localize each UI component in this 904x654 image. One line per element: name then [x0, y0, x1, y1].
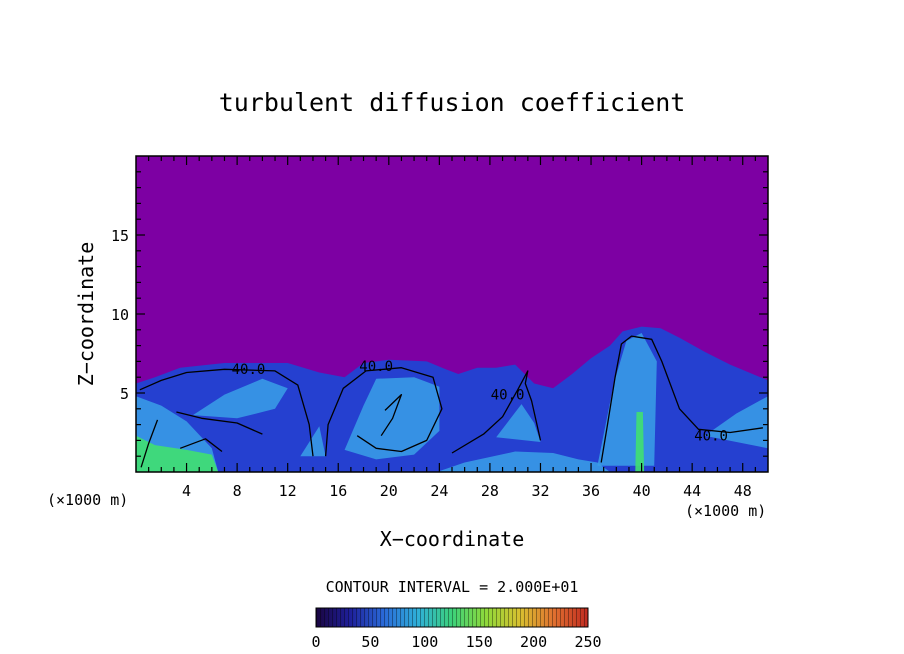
colorbar-frame: [315, 607, 589, 628]
x-tick-label: 20: [380, 482, 398, 500]
contour-line: [139, 368, 314, 457]
x-tick-label: 16: [329, 482, 347, 500]
x-tick-label: 4: [182, 482, 191, 500]
colorbar-stripes: [316, 608, 588, 627]
field-high-region: [136, 435, 219, 472]
x-unit-right: (×1000 m): [685, 502, 766, 520]
x-tick-label: 40: [633, 482, 651, 500]
y-tick-label: 15: [111, 227, 129, 245]
contour-line: [451, 370, 542, 454]
colorbar-tick-label: 100: [411, 633, 438, 651]
contour-label: 40.0: [694, 428, 728, 444]
contour-labels: 40.0 40.0 40.0 40.0: [232, 359, 728, 445]
contour-label: 40.0: [491, 387, 525, 403]
x-tick-label: 12: [279, 482, 297, 500]
field-high-region: [635, 412, 645, 472]
contour-line: [176, 411, 263, 435]
field-mid-region: [496, 404, 541, 442]
y-tick-label: 5: [120, 385, 129, 403]
colorbar-tick-label: 150: [466, 633, 493, 651]
contour-interval-label: CONTOUR INTERVAL = 2.000E+01: [326, 578, 579, 596]
colorbar-tick-label: 50: [361, 633, 379, 651]
x-tick-label: 28: [481, 482, 499, 500]
x-tick-label: 24: [430, 482, 448, 500]
x-axis: 4 8 12 16 20 24 28 32 36 40 44 48: [148, 156, 756, 500]
contour-label: 40.0: [232, 362, 266, 378]
y-axis: 5 10 15: [111, 171, 768, 457]
y-axis-label: Z−coordinate: [74, 242, 98, 387]
field-mid-region: [704, 396, 768, 449]
contour-line: [179, 438, 223, 453]
x-tick-label: 44: [683, 482, 701, 500]
x-axis-label: X−coordinate: [380, 527, 525, 551]
x-tick-label: 8: [233, 482, 242, 500]
colorbar-tick-label: 250: [574, 633, 601, 651]
contour-line: [140, 419, 159, 468]
diffusion-field: [136, 326, 768, 472]
chart-title: turbulent diffusion coefficient: [219, 88, 686, 117]
x-unit-left: (×1000 m): [47, 491, 128, 509]
contour-line: [380, 393, 403, 437]
contour-label: 40.0: [359, 359, 393, 375]
field-mid-region: [436, 451, 610, 472]
field-mid-region: [300, 426, 326, 457]
x-tick-label: 48: [734, 482, 752, 500]
contour-line: [600, 335, 763, 463]
contour-lines: [139, 335, 763, 468]
y-tick-label: 10: [111, 306, 129, 324]
colorbar-tick-label: 200: [520, 633, 547, 651]
colorbar: 0 50 100 150 200 250: [311, 607, 602, 651]
x-tick-label: 36: [582, 482, 600, 500]
x-tick-label: 32: [531, 482, 549, 500]
contour-line: [324, 367, 443, 457]
colorbar-ticks: 0 50 100 150 200 250: [311, 633, 601, 651]
colorbar-tick-label: 0: [311, 633, 320, 651]
field-mid-region: [192, 378, 288, 419]
plot-area: [136, 156, 768, 472]
